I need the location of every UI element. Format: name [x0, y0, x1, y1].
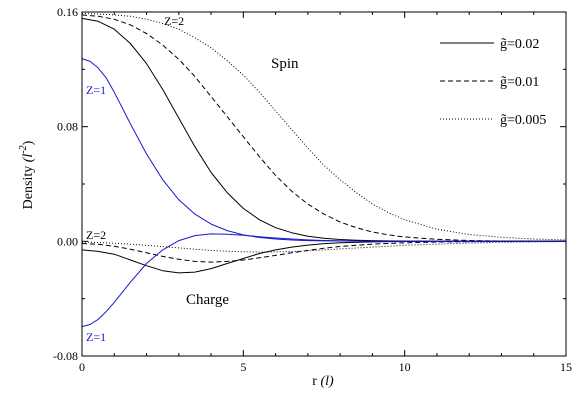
y-axis-label-text: Density — [21, 166, 36, 210]
x-axis-label: r (l) — [312, 374, 334, 389]
legend-label-dashed: g̃=0.01 — [500, 75, 539, 90]
plot-frame — [81, 11, 567, 357]
annotation-z2-top: Z=2 — [164, 14, 184, 28]
annotation-charge: Charge — [186, 292, 229, 308]
x-tick-label: 15 — [560, 360, 572, 374]
tick-labels: 0 5 10 15 -0.08 0.00 0.08 0.16 — [53, 5, 572, 374]
axis-ticks — [81, 11, 567, 357]
series-line-charge-dotted-6 — [81, 241, 567, 253]
series-line-charge-dashed-5 — [81, 240, 567, 263]
x-axis-label-unit: (l) — [320, 374, 334, 389]
x-tick-label: 0 — [79, 360, 85, 374]
y-axis-label-exp: -2 — [18, 145, 29, 153]
y-tick-label: 0.00 — [57, 234, 78, 248]
x-tick-label: 10 — [399, 360, 411, 374]
y-axis-label-unit: (l — [21, 154, 36, 163]
x-axis-label-text: r — [312, 374, 317, 389]
y-tick-label: 0.08 — [57, 120, 78, 134]
series-line-charge-solid-7 — [81, 233, 566, 328]
y-tick-label: -0.08 — [53, 349, 78, 363]
series-line-spin-dashed-1 — [81, 14, 567, 242]
y-axis-label-close: ) — [21, 140, 36, 145]
legend-label-dotted: g̃=0.005 — [500, 113, 546, 128]
annotation-z1-bottom: Z=1 — [86, 330, 106, 344]
x-tick-label: 5 — [240, 360, 246, 374]
annotation-z2-mid: Z=2 — [86, 228, 106, 242]
series-lines — [81, 12, 567, 328]
legend-label-solid: g̃=0.02 — [500, 37, 539, 52]
y-tick-label: 0.16 — [57, 5, 78, 19]
annotation-z1-top: Z=1 — [86, 83, 106, 97]
legend: g̃=0.02 g̃=0.01 g̃=0.005 — [440, 37, 546, 128]
series-line-spin-dotted-2 — [81, 12, 567, 241]
y-axis-label: Density (l-2) — [18, 140, 36, 209]
series-line-spin-solid-0 — [81, 17, 566, 242]
annotation-spin: Spin — [271, 56, 299, 72]
